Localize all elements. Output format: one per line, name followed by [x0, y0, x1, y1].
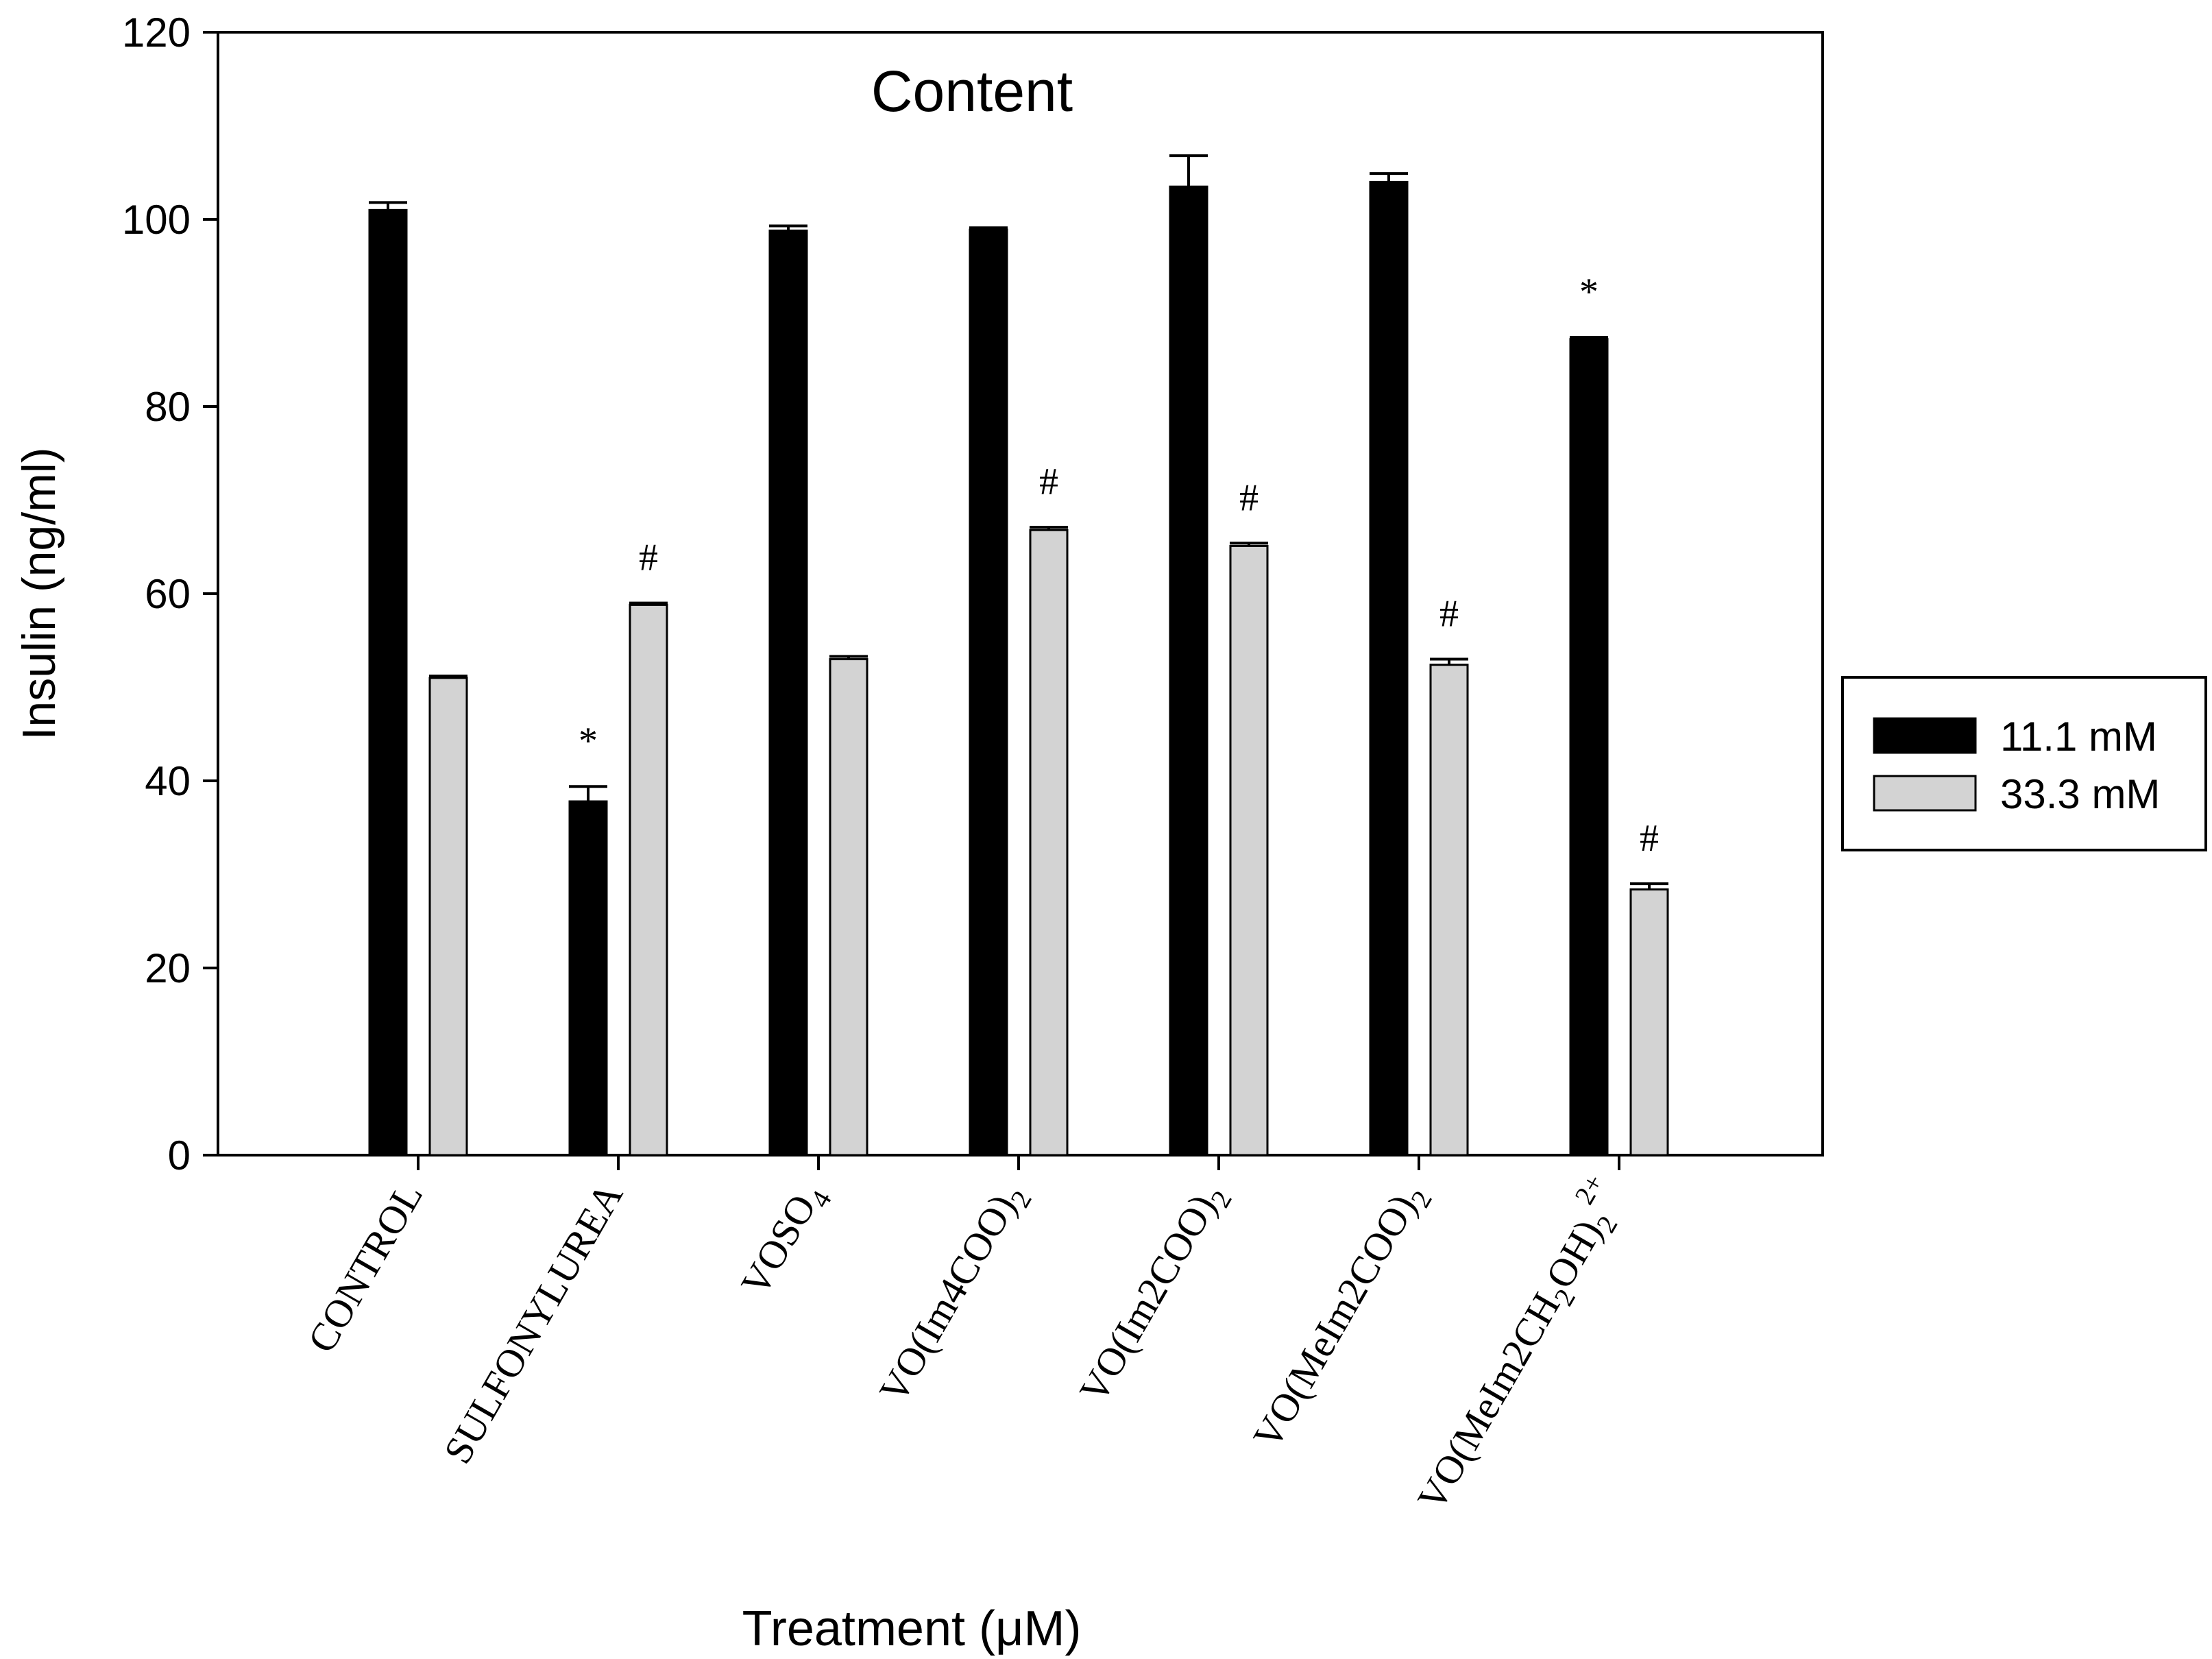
x-axis: CONTROL SULFONYLUREA VOSO4 VO(Im4COO)2 VO(Im… — [299, 1155, 1638, 1521]
bar-series-2-5 — [1429, 664, 1469, 1157]
x-category-label-0: CONTROL — [299, 1175, 431, 1360]
bar-series-1-4 — [1169, 185, 1208, 1157]
bar-series-1-1 — [568, 800, 608, 1157]
chart-title: Content — [871, 59, 1073, 123]
significance-mark-series-1-6: * — [1579, 271, 1599, 313]
legend-swatch-series-2 — [1873, 775, 1977, 812]
bar-series-2-4 — [1229, 544, 1269, 1157]
bar-series-2-2 — [829, 658, 868, 1157]
bar-series-2-6 — [1629, 888, 1669, 1157]
bars-group: * # # # # * # — [368, 154, 1669, 1157]
y-tick-label-3: 60 — [145, 571, 191, 617]
bar-series-1-0 — [368, 208, 408, 1157]
legend-label-series-2: 33.3 mM — [2000, 771, 2160, 817]
x-category-label-6: VO(MeIm2CH2OH)22+ — [1398, 1169, 1638, 1521]
y-tick-label-0: 0 — [168, 1133, 191, 1178]
x-category-label-1: SULFONYLUREA — [435, 1175, 632, 1471]
significance-mark-series-1-1: * — [579, 720, 598, 762]
bar-series-2-0 — [428, 677, 468, 1157]
significance-mark-series-2-1: # — [639, 537, 658, 579]
x-axis-label: Treatment (μM) — [742, 1601, 1082, 1656]
bar-series-2-1 — [629, 603, 668, 1157]
bar-series-1-3 — [969, 228, 1008, 1157]
legend-label-series-1: 11.1 mM — [2000, 714, 2157, 760]
bar-series-1-2 — [768, 229, 808, 1157]
x-category-label-3: VO(Im4COO)2 — [871, 1175, 1038, 1414]
x-category-label-5: VO(MeIm2COO)2 — [1244, 1175, 1438, 1460]
significance-mark-series-2-3: # — [1039, 461, 1058, 503]
significance-mark-series-2-6: # — [1640, 817, 1659, 860]
significance-mark-series-2-4: # — [1239, 476, 1259, 519]
y-axis-label: Insulin (ng/ml) — [13, 447, 65, 740]
bar-series-2-3 — [1029, 529, 1069, 1157]
y-tick-label-1: 20 — [145, 945, 191, 991]
y-tick-label-4: 80 — [145, 384, 191, 430]
legend-frame — [1841, 676, 2207, 851]
x-category-label-4: VO(Im2COO)2 — [1071, 1175, 1238, 1414]
bar-series-1-6 — [1569, 338, 1609, 1157]
y-tick-label-6: 120 — [122, 10, 191, 56]
significance-mark-series-2-5: # — [1439, 593, 1459, 635]
y-axis: 0 20 40 60 80 100 120 — [122, 10, 218, 1178]
y-tick-label-2: 40 — [145, 758, 191, 804]
y-tick-label-5: 100 — [122, 197, 191, 243]
bar-series-1-5 — [1369, 180, 1409, 1157]
legend: 11.1 mM 33.3 mM — [1841, 676, 2207, 851]
x-category-label-2: VOSO4 — [732, 1175, 838, 1307]
legend-swatch-series-1 — [1873, 717, 1977, 754]
